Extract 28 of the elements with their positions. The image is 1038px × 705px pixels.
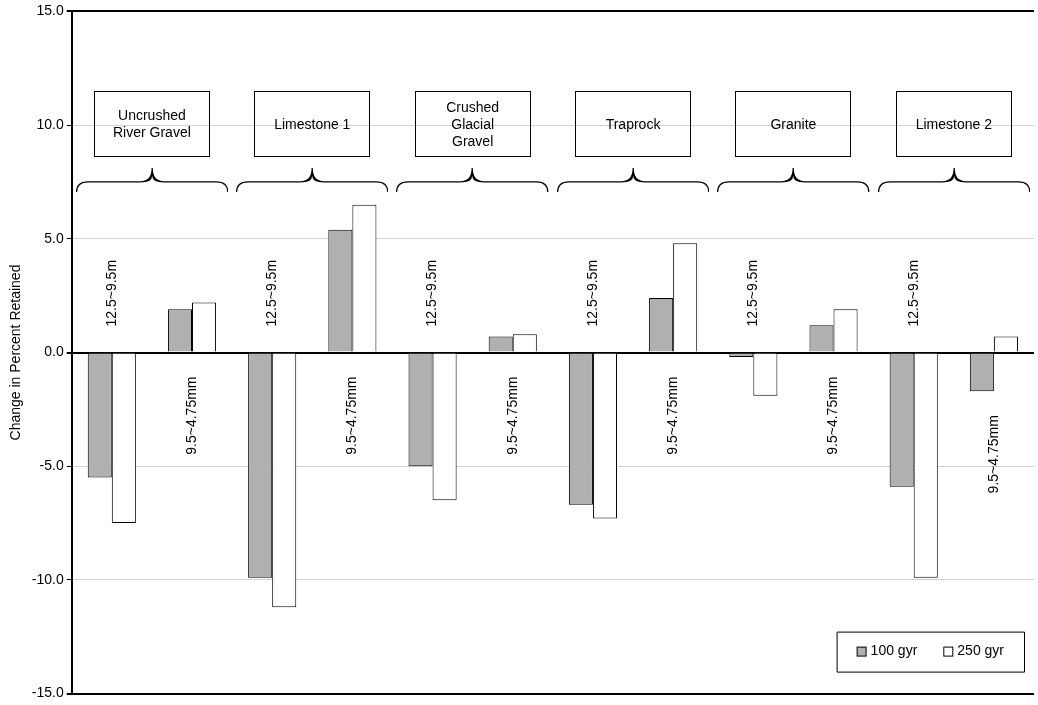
y-tick-label: -5.0 <box>39 457 64 474</box>
x-tick-label: 12.5~9.5m <box>423 259 440 327</box>
x-tick-label: 9.5~4.75mm <box>503 376 520 455</box>
annotation: Uncrushed River Gravel <box>93 91 210 158</box>
x-tick-label: 12.5~9.5m <box>263 259 280 327</box>
y-axis-title: Change in Percent Retained <box>7 264 24 441</box>
x-tick-label: 9.5~4.75mm <box>182 376 199 455</box>
x-tick-label: 12.5~9.5m <box>583 259 600 327</box>
y-tick-label: 0.0 <box>44 343 64 360</box>
x-tick-label: 12.5~9.5m <box>904 259 921 327</box>
y-tick-label: -15.0 <box>31 684 64 701</box>
x-tick-label: 9.5~4.75mm <box>664 376 680 455</box>
annotation: Crushed Glacial Gravel <box>414 91 531 158</box>
x-tick-label: 9.5~4.75mm <box>984 415 1001 494</box>
y-tick-label: 15.0 <box>36 2 64 19</box>
annotation: Granite <box>735 91 852 158</box>
x-tick-label: 9.5~4.75mm <box>343 376 360 455</box>
x-tick-label: 9.5~4.75mm <box>824 376 841 455</box>
x-tick-label: 12.5~9.5m <box>102 259 119 327</box>
annotation: Limestone 2 <box>895 91 1012 158</box>
annotation: Limestone 1 <box>254 91 371 158</box>
legend-label: 100 gyr <box>870 642 918 659</box>
y-tick-label: 5.0 <box>44 229 64 246</box>
x-tick-label: 12.5~9.5m <box>744 259 761 327</box>
annotation: Traprock <box>575 91 692 158</box>
y-tick-label: 10.0 <box>36 115 64 132</box>
y-tick-label: -10.0 <box>31 570 64 587</box>
legend-label: 250 gyr <box>957 642 1005 659</box>
